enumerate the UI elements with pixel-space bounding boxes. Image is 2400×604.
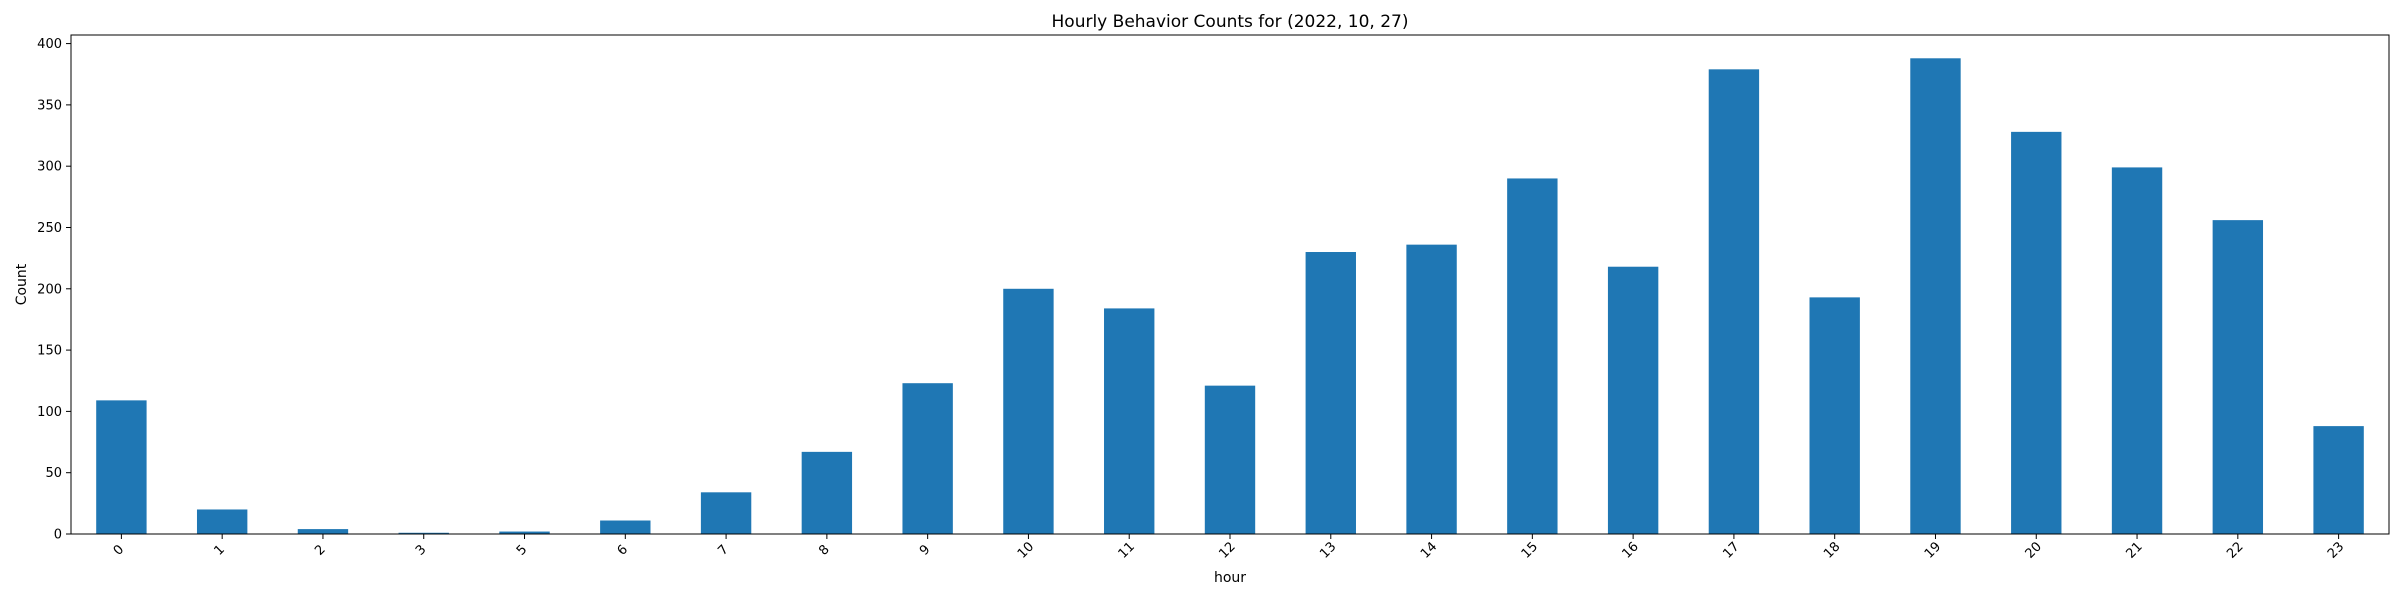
x-tick-label: 18 bbox=[1821, 539, 1843, 561]
x-tick-label: 16 bbox=[1620, 539, 1642, 561]
bar-hour-5 bbox=[499, 531, 550, 534]
bar-hour-8 bbox=[801, 451, 853, 534]
bar-hour-21 bbox=[2111, 167, 2163, 534]
x-tick-label: 12 bbox=[1216, 539, 1238, 561]
x-tick-label: 22 bbox=[2224, 539, 2246, 561]
bar-hour-12 bbox=[1204, 385, 1256, 534]
bars-layer bbox=[96, 58, 2364, 535]
y-tick-label: 0 bbox=[54, 528, 62, 543]
y-tick-label: 200 bbox=[37, 282, 62, 297]
x-tick-label: 13 bbox=[1317, 539, 1339, 561]
plot-frame bbox=[70, 34, 2390, 535]
y-tick-label: 100 bbox=[37, 405, 62, 420]
x-tick-label: 6 bbox=[615, 542, 631, 558]
bar-hour-3 bbox=[398, 532, 449, 534]
bar-hour-9 bbox=[902, 383, 953, 534]
bar-hour-23 bbox=[2313, 426, 2364, 534]
bar-hour-0 bbox=[96, 400, 147, 534]
bar-hour-6 bbox=[600, 520, 651, 534]
y-tick-label: 400 bbox=[37, 37, 62, 52]
chart-title: Hourly Behavior Counts for (2022, 10, 27… bbox=[1052, 12, 1409, 32]
bar-hour-16 bbox=[1607, 266, 1659, 534]
x-tick-label: 19 bbox=[1922, 539, 1944, 561]
x-tick-label: 11 bbox=[1116, 539, 1138, 561]
bar-hour-19 bbox=[1910, 58, 1961, 534]
x-tick-label: 3 bbox=[413, 542, 429, 558]
x-tick-label: 8 bbox=[816, 542, 832, 558]
x-tick-label: 14 bbox=[1418, 539, 1440, 561]
x-tick-label: 2 bbox=[312, 542, 328, 558]
x-axis-ticks: 0 1 2 3 5 6 7 8 9 10 11 12 13 14 15 16 17 18 19 20 21 22 23 bbox=[111, 534, 2347, 562]
y-tick-label: 50 bbox=[45, 466, 62, 481]
y-axis-label: Count bbox=[14, 263, 30, 305]
bar-hour-10 bbox=[1003, 288, 1054, 534]
bar-hour-15 bbox=[1507, 178, 1558, 534]
x-tick-label: 17 bbox=[1720, 539, 1742, 561]
x-tick-label: 1 bbox=[211, 542, 227, 558]
y-tick-label: 250 bbox=[37, 221, 62, 236]
x-tick-label: 0 bbox=[111, 542, 127, 558]
bar-hour-22 bbox=[2212, 220, 2264, 534]
y-tick-label: 150 bbox=[37, 344, 62, 359]
x-tick-label: 23 bbox=[2325, 539, 2347, 561]
x-tick-label: 9 bbox=[917, 542, 933, 558]
bar-hour-2 bbox=[297, 529, 349, 534]
x-tick-label: 7 bbox=[715, 542, 731, 558]
y-axis-ticks: 0 50 100 150 200 250 300 350 400 bbox=[37, 37, 71, 543]
x-tick-label: 5 bbox=[514, 542, 530, 558]
bar-hour-18 bbox=[1809, 297, 1860, 534]
y-tick-label: 350 bbox=[37, 98, 62, 113]
x-tick-label: 15 bbox=[1519, 539, 1541, 561]
y-tick-label: 300 bbox=[37, 160, 62, 175]
x-axis-label: hour bbox=[1214, 570, 1246, 586]
bar-hour-11 bbox=[1104, 308, 1155, 534]
bar-hour-1 bbox=[196, 509, 248, 534]
x-tick-label: 10 bbox=[1015, 539, 1037, 561]
x-tick-label: 20 bbox=[2023, 539, 2045, 561]
bar-hour-14 bbox=[1406, 244, 1457, 534]
bar-hour-7 bbox=[700, 492, 752, 534]
bar-hour-20 bbox=[2011, 131, 2062, 535]
bar-hour-17 bbox=[1708, 69, 1760, 534]
x-tick-label: 21 bbox=[2123, 539, 2145, 561]
bar-hour-13 bbox=[1305, 252, 1356, 534]
